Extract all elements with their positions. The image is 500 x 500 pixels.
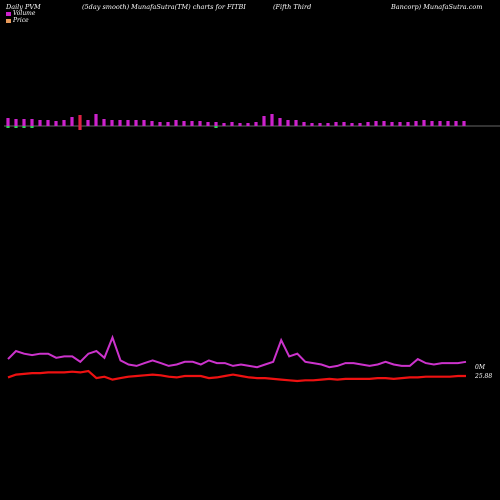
volume-bar: [230, 122, 234, 126]
volume-bar: [150, 121, 154, 126]
volume-bar: [46, 120, 50, 126]
legend-price-label: Price: [13, 17, 29, 24]
volume-bar: [430, 121, 434, 126]
volume-bar: [62, 120, 66, 126]
volume-bar: [310, 123, 314, 126]
volume-bar: [390, 122, 394, 126]
volume-bar: [206, 122, 210, 126]
volume-negative-mark: [78, 126, 82, 130]
chart-header-site: Bancorp) MunafaSutra.com: [391, 3, 483, 11]
volume-bar: [38, 120, 42, 126]
volume-bar: [254, 122, 258, 126]
volume-line: [7, 334, 467, 369]
legend-price: Price: [6, 17, 29, 24]
volume-last-label: 0M: [475, 364, 486, 371]
volume-negative-mark: [30, 126, 34, 128]
volume-bar: [334, 122, 338, 126]
volume-bar: [190, 121, 194, 126]
volume-bar: [110, 120, 114, 126]
volume-bar: [22, 119, 26, 126]
volume-bar: [54, 121, 58, 126]
volume-bar: [118, 120, 122, 126]
volume-bar: [174, 120, 178, 126]
volume-bar: [262, 116, 266, 126]
volume-bar: [182, 121, 186, 126]
volume-bar: [78, 115, 82, 126]
volume-bar: [382, 121, 386, 126]
volume-bar: [302, 122, 306, 126]
chart-header-title: (5day smooth) MunafaSutra(TM) charts for…: [82, 3, 246, 11]
legend-volume: Volume: [6, 10, 35, 17]
volume-bar: [86, 120, 90, 126]
volume-bar: [238, 123, 242, 126]
volume-bar: [278, 118, 282, 126]
volume-bar: [350, 123, 354, 126]
volume-negative-mark: [14, 126, 18, 128]
volume-bar: [454, 121, 458, 126]
volume-bar: [14, 119, 18, 126]
volume-bar: [246, 123, 250, 126]
legend-volume-swatch: [6, 11, 11, 16]
volume-bar: [438, 121, 442, 126]
chart-header-company: (Fifth Third: [273, 3, 312, 11]
price-last-label: 25.88: [474, 373, 492, 380]
price-line: [7, 369, 466, 383]
volume-bar: [126, 120, 130, 126]
volume-negative-mark: [22, 126, 26, 128]
volume-bar: [166, 122, 170, 126]
volume-bar: [286, 120, 290, 126]
volume-bar: [374, 121, 378, 126]
volume-bar: [198, 121, 202, 126]
volume-bar: [6, 118, 10, 126]
volume-bar: [446, 121, 450, 126]
volume-bar: [94, 114, 98, 126]
volume-negative-mark: [214, 126, 218, 128]
volume-bar: [342, 122, 346, 126]
volume-bar: [102, 119, 106, 126]
volume-bar: [406, 122, 410, 126]
chart-header-left: Daily PVM: [6, 3, 41, 11]
volume-bar: [134, 120, 138, 126]
legend-price-swatch: [6, 18, 11, 23]
legend-volume-label: Volume: [13, 10, 36, 17]
volume-bar: [158, 122, 162, 126]
volume-bar: [270, 114, 274, 126]
volume-bar: [414, 121, 418, 126]
volume-negative-mark: [6, 126, 10, 128]
volume-bar: [142, 120, 146, 126]
volume-bar: [30, 119, 34, 126]
volume-bar: [366, 122, 370, 126]
volume-bar: [422, 120, 426, 126]
volume-bar: [222, 123, 226, 126]
volume-bar: [318, 123, 322, 126]
volume-bar: [214, 122, 218, 126]
volume-bar: [398, 122, 402, 126]
volume-bar: [294, 120, 298, 126]
volume-bar: [462, 121, 466, 126]
volume-bar: [358, 123, 362, 126]
volume-bar: [70, 117, 74, 126]
volume-bar: [326, 123, 330, 126]
